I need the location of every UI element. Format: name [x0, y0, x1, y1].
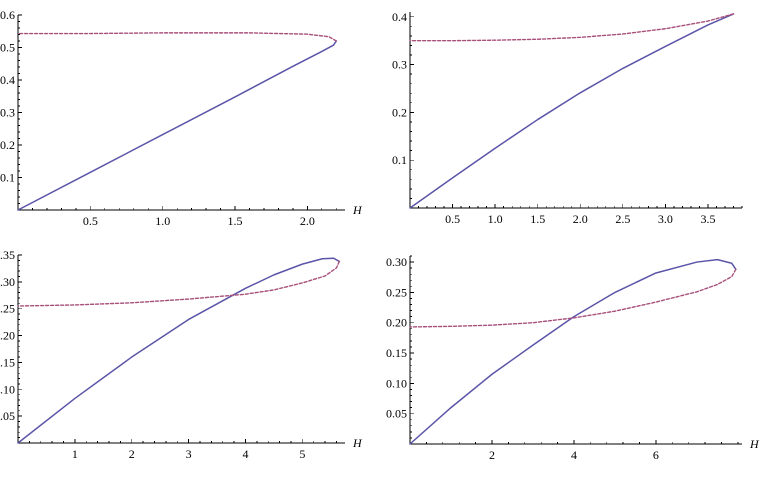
series-dashed-line [17, 260, 341, 307]
x-tick-label: 3.5 [700, 212, 715, 226]
series-solid-line [409, 13, 735, 209]
series-solid-line [17, 257, 341, 444]
y-tick-label: 0.20 [0, 329, 15, 343]
y-tick-label: 0.30 [0, 275, 15, 289]
y-tick-label: 0.20 [386, 316, 407, 330]
y-tick-label: 0.25 [386, 285, 407, 299]
x-axis-label: H [749, 437, 760, 451]
x-tick-label: 2.5 [615, 212, 630, 226]
y-tick-label: 0.1 [392, 153, 407, 167]
x-tick-label: 6 [653, 448, 659, 462]
chart-panel-2: 0.5 1.0 1.5 2.0 2.5 3.0 3.5 0.1 0.2 0.3 0.4 [392, 10, 743, 226]
series-dashed-line [409, 268, 737, 328]
x-tick-label: 1.5 [228, 214, 243, 228]
x-tick-label: 2.0 [300, 214, 315, 228]
y-tick-label: 0.15 [386, 346, 407, 360]
y-tick-label: 0.4 [392, 10, 407, 24]
y-tick-label: 0.3 [392, 58, 407, 72]
y-tick-label: 0.6 [0, 8, 15, 22]
x-tick-label: 5 [299, 447, 305, 461]
x-tick-label: 1.0 [155, 214, 170, 228]
x-tick-label: 0.5 [83, 214, 98, 228]
y-tick-label: 0.10 [0, 382, 15, 396]
x-tick-label: 0.5 [445, 212, 460, 226]
y-tick-label: 0.25 [0, 302, 15, 316]
y-tick-label: 0.15 [0, 355, 15, 369]
y-tick-label: 0.4 [0, 73, 15, 87]
x-tick-label: 3 [186, 447, 192, 461]
x-tick-label: 4 [242, 447, 248, 461]
y-tick-label: 0.2 [392, 105, 407, 119]
series-dashed-line [17, 32, 338, 42]
y-tick-label: 0.05 [0, 409, 15, 423]
chart-panel-4: 2 4 6 0.05 0.10 0.15 0.20 0.25 0.30 H [386, 255, 760, 462]
x-tick-label: 4 [571, 448, 577, 462]
x-tick-label: 2.0 [573, 212, 588, 226]
x-tick-label: 1.5 [530, 212, 545, 226]
y-tick-label: 0.05 [386, 407, 407, 421]
y-tick-label: 0.3 [0, 106, 15, 120]
series-dashed-line [409, 13, 735, 42]
x-axis-label: H [352, 203, 363, 217]
chart-panel-1: 0.5 1.0 1.5 2.0 0.1 0.2 0.3 0.4 0.5 0.6 H [0, 8, 363, 228]
series-solid-line [409, 258, 737, 445]
x-tick-label: 3.0 [658, 212, 673, 226]
x-tick-label: 1 [72, 447, 78, 461]
y-tick-label: 0.30 [386, 255, 407, 269]
x-axis-label: H [352, 436, 363, 450]
y-tick-label: 0.35 [0, 248, 15, 262]
x-tick-label: 2 [129, 447, 135, 461]
x-tick-label: 1.0 [488, 212, 503, 226]
chart-panel-3: 1 2 3 4 5 0.05 0.10 0.15 0.20 0.25 0.30 0.35 H [0, 248, 363, 461]
y-tick-label: 0.5 [0, 41, 15, 55]
y-tick-label: 0.1 [0, 171, 15, 185]
series-solid-line [17, 40, 338, 211]
y-tick-label: 0.10 [386, 376, 407, 390]
x-tick-label: 2 [489, 448, 495, 462]
y-tick-label: 0.2 [0, 138, 15, 152]
